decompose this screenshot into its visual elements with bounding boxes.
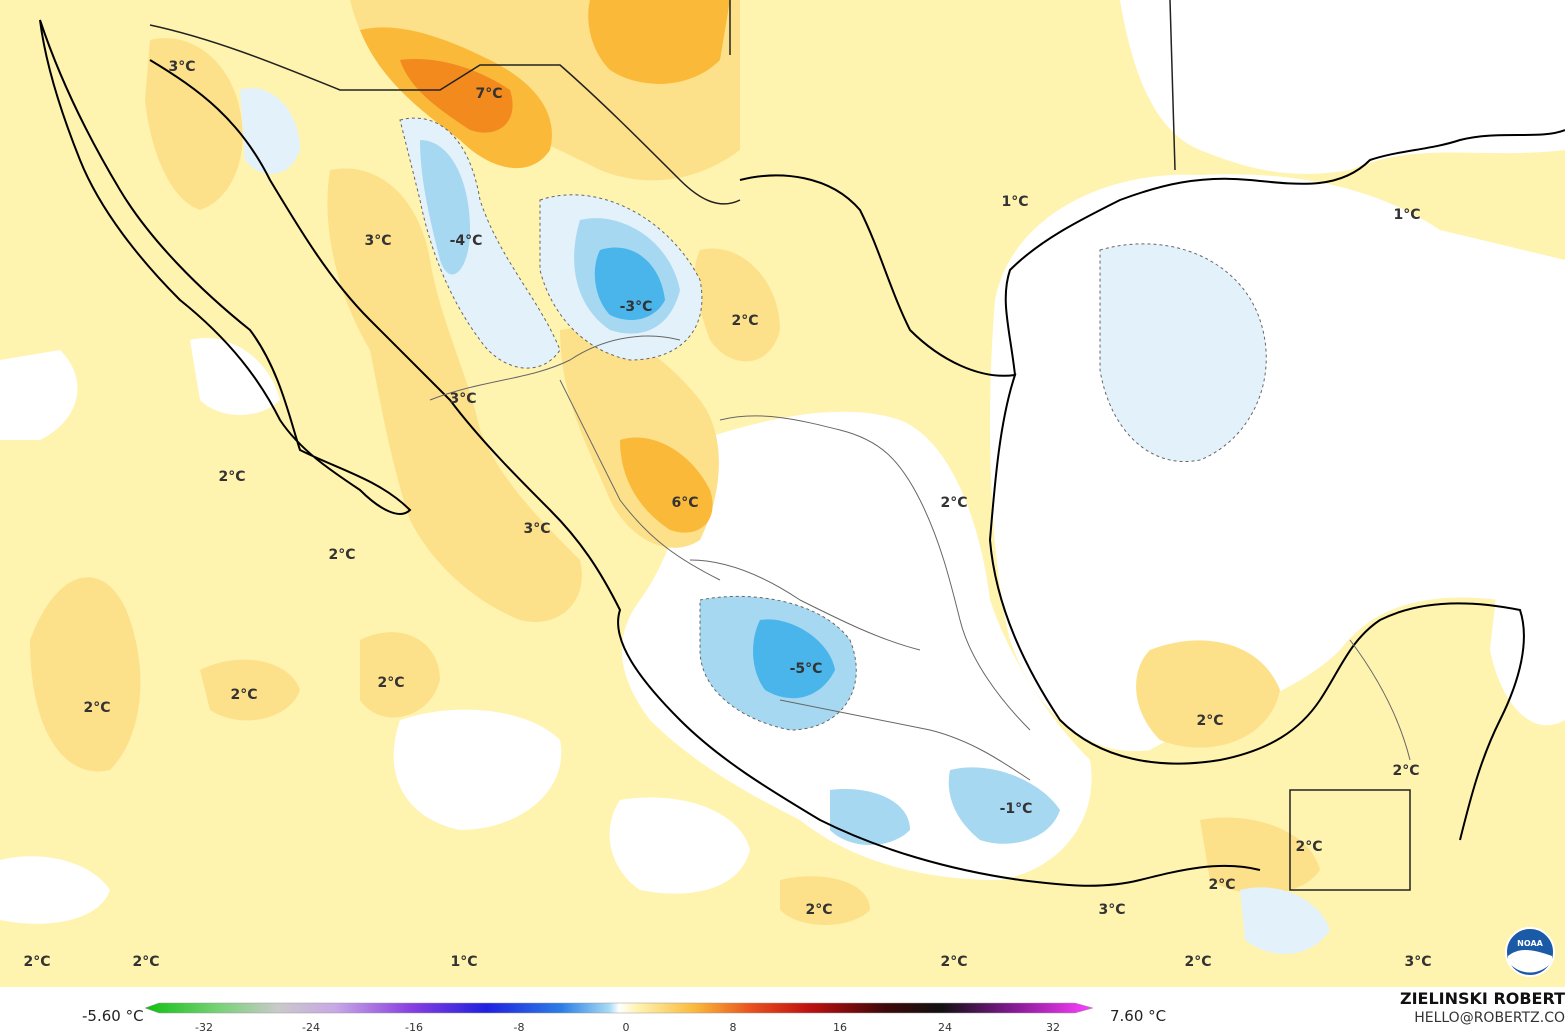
- temp-label: -5°C: [790, 661, 823, 677]
- warm-mid-patch: [327, 168, 582, 622]
- scale-tick: -24: [302, 1021, 320, 1034]
- noaa-logo: NOAA: [1505, 927, 1555, 977]
- scale-tick: -8: [514, 1021, 525, 1034]
- credit-block: ZIELINSKI ROBERT HELLO@ROBERTZ.CO: [1400, 989, 1565, 1026]
- temp-label: 2°C: [132, 954, 159, 970]
- temp-label: 3°C: [523, 521, 550, 537]
- temp-label: 1°C: [450, 954, 477, 970]
- legend-max-label: 7.60 °C: [1110, 1007, 1167, 1025]
- temp-label: 6°C: [671, 495, 698, 511]
- neutral-patch: [0, 350, 78, 440]
- temp-label: 3°C: [1098, 902, 1125, 918]
- scale-tick: 0: [623, 1021, 630, 1034]
- temp-label: 3°C: [449, 391, 476, 407]
- warm-orange-core: [620, 437, 713, 533]
- neutral-patch: [609, 797, 750, 894]
- cool-light-patch: [1100, 243, 1267, 462]
- warm-mid-patch: [360, 632, 440, 718]
- warm-mid-patch: [145, 38, 243, 210]
- borders: [149, 0, 1411, 891]
- temp-label: 1°C: [1001, 194, 1028, 210]
- cool-mid-patch: [420, 140, 470, 275]
- scale-tick: -16: [405, 1021, 423, 1034]
- scale-tick: 32: [1046, 1021, 1060, 1034]
- scale-tick: 24: [938, 1021, 952, 1034]
- temp-label: 2°C: [940, 495, 967, 511]
- cool-deep-patch: [594, 247, 665, 320]
- temp-label: -4°C: [450, 233, 483, 249]
- temp-label: 2°C: [230, 687, 257, 703]
- cool-mid-patch: [830, 789, 910, 845]
- temp-label: 3°C: [1404, 954, 1431, 970]
- coastlines: [39, 19, 1565, 887]
- temp-label: -1°C: [1000, 801, 1033, 817]
- color-scale-bar: -32 -24 -16 -8 0 8 16 24 32: [145, 1002, 1094, 1034]
- credit-email: HELLO@ROBERTZ.CO: [1414, 1010, 1565, 1026]
- temp-label: 2°C: [805, 902, 832, 918]
- credit-name: ZIELINSKI ROBERT: [1399, 989, 1565, 1008]
- scale-tick: -32: [195, 1021, 213, 1034]
- warm-mid-patch: [30, 577, 141, 772]
- temp-label: 2°C: [1196, 713, 1223, 729]
- cool-deep-patch: [753, 619, 835, 699]
- warm-hot-core: [400, 59, 513, 133]
- temp-label: 2°C: [377, 675, 404, 691]
- temp-label: 2°C: [83, 700, 110, 716]
- temp-label: 3°C: [168, 59, 195, 75]
- temp-label: 2°C: [328, 547, 355, 563]
- scale-tick: 16: [833, 1021, 847, 1034]
- warm-mid-patch: [200, 659, 300, 721]
- temperature-anomaly-map: 3°C 7°C -4°C 3°C -3°C 2°C 1°C 1°C 3°C 2°…: [0, 0, 1565, 987]
- central-neutral-region: [621, 411, 1092, 880]
- temp-label: 2°C: [731, 313, 758, 329]
- temp-label: -3°C: [620, 299, 653, 315]
- temp-label: 7°C: [475, 86, 502, 102]
- legend-min-label: -5.60 °C: [82, 1007, 144, 1025]
- temp-label: 2°C: [218, 469, 245, 485]
- state-borders: [429, 335, 1411, 781]
- temperature-labels: 3°C 7°C -4°C 3°C -3°C 2°C 1°C 1°C 3°C 2°…: [23, 59, 1431, 970]
- north-us-neutral: [1120, 0, 1565, 174]
- cool-mid-patch: [948, 767, 1060, 844]
- temp-label: 2°C: [1392, 763, 1419, 779]
- temp-label: 2°C: [23, 954, 50, 970]
- cool-light-patch: [1240, 887, 1330, 954]
- neutral-patch: [393, 709, 562, 830]
- svg-text:NOAA: NOAA: [1517, 939, 1543, 948]
- warm-mid-patch: [694, 248, 780, 362]
- neutral-patch: [0, 856, 110, 924]
- temp-label: 2°C: [1184, 954, 1211, 970]
- warm-orange-core: [588, 0, 730, 84]
- warm-mid-patch: [1136, 640, 1280, 748]
- warm-mid-patch: [780, 876, 870, 925]
- contour-lines: [399, 117, 1267, 731]
- scale-tick: 8: [730, 1021, 737, 1034]
- temp-label: 3°C: [364, 233, 391, 249]
- neutral-patch: [1490, 540, 1565, 726]
- temp-label: 2°C: [1208, 877, 1235, 893]
- temp-label: 1°C: [1393, 207, 1420, 223]
- neutral-patch: [190, 338, 280, 415]
- temp-label: 2°C: [940, 954, 967, 970]
- temp-label: 2°C: [1295, 839, 1322, 855]
